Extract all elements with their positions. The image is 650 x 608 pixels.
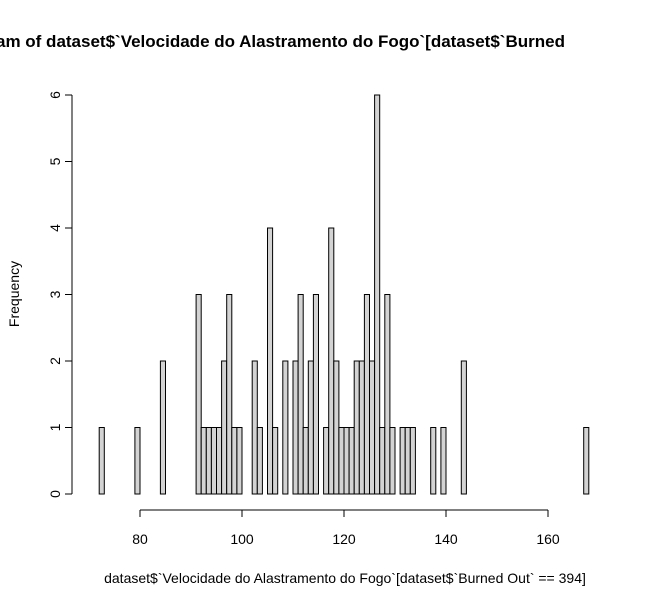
- bar: [256, 427, 263, 495]
- bar: [195, 294, 202, 495]
- bar: [134, 427, 141, 495]
- bar: [369, 360, 376, 495]
- y-tick-label: 5: [47, 157, 63, 165]
- bar: [312, 294, 319, 495]
- bar: [216, 427, 223, 495]
- bar: [389, 427, 396, 495]
- bar: [404, 427, 411, 495]
- x-tick-label: 140: [434, 531, 458, 547]
- bar: [98, 427, 105, 495]
- bar: [379, 427, 386, 495]
- bar: [205, 427, 212, 495]
- y-axis-label: Frequency: [6, 261, 22, 327]
- bar: [210, 427, 217, 495]
- x-tick-label: 80: [132, 531, 148, 547]
- bar: [343, 427, 350, 495]
- bar: [200, 427, 207, 495]
- bar: [399, 427, 406, 495]
- x-tick-label: 100: [230, 531, 254, 547]
- bar: [348, 427, 355, 495]
- bar: [460, 360, 467, 495]
- chart-title: am of dataset$`Velocidade do Alastrament…: [0, 32, 565, 51]
- bar: [338, 427, 345, 495]
- y-tick-label: 1: [47, 423, 63, 431]
- bar: [363, 294, 370, 495]
- bar: [323, 427, 330, 495]
- bar: [328, 227, 335, 495]
- bar: [292, 360, 299, 495]
- y-tick-label: 2: [47, 357, 63, 365]
- y-tick-label: 4: [47, 224, 63, 232]
- bar: [333, 360, 340, 495]
- bar: [583, 427, 590, 495]
- y-tick-label: 0: [47, 490, 63, 498]
- bar: [297, 294, 304, 495]
- x-tick-label: 160: [536, 531, 560, 547]
- bar: [272, 427, 279, 495]
- bar: [384, 294, 391, 495]
- x-tick-label: 120: [332, 531, 356, 547]
- bar: [159, 360, 166, 495]
- y-tick-label: 6: [47, 91, 63, 99]
- bar: [409, 427, 416, 495]
- x-axis-label: dataset$`Velocidade do Alastramento do F…: [104, 570, 586, 586]
- bar: [440, 427, 447, 495]
- bar: [267, 227, 274, 495]
- bar: [226, 294, 233, 495]
- bar: [236, 427, 243, 495]
- bar: [302, 427, 309, 495]
- bar: [353, 360, 360, 495]
- y-tick-label: 3: [47, 290, 63, 298]
- bar: [251, 360, 258, 495]
- bar: [231, 427, 238, 495]
- bar: [221, 360, 228, 495]
- bar: [307, 360, 314, 495]
- bar: [374, 94, 381, 495]
- bar: [430, 427, 437, 495]
- bar: [282, 360, 289, 495]
- bar: [358, 360, 365, 495]
